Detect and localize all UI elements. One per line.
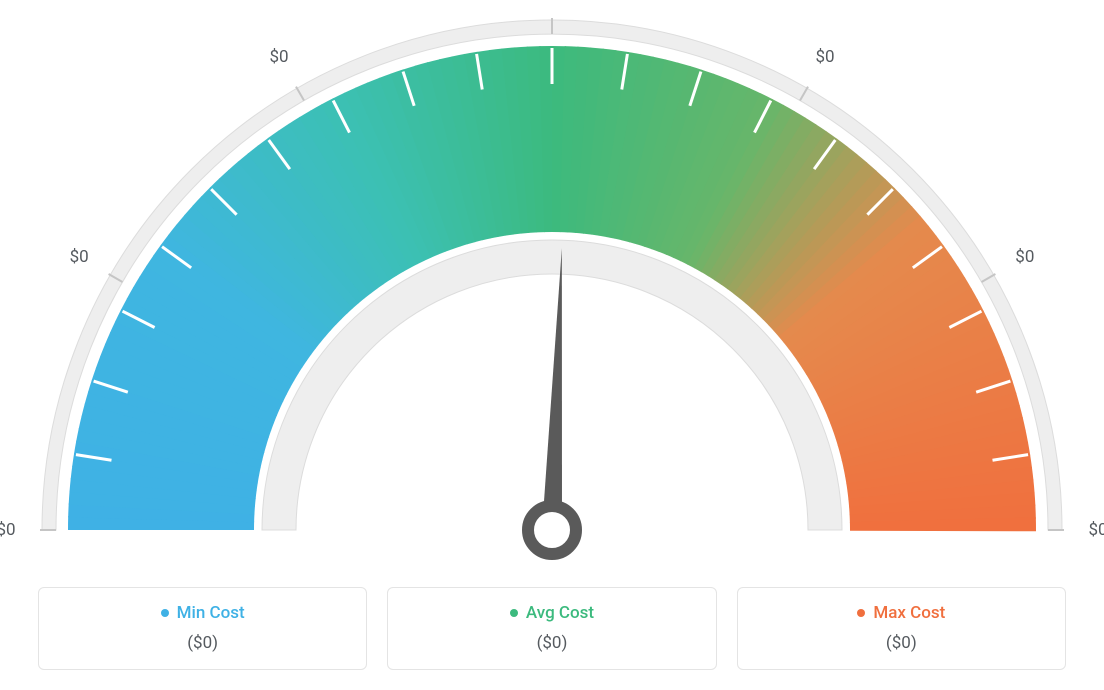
legend-label-min: Min Cost (177, 603, 245, 623)
legend-label-avg: Avg Cost (526, 603, 594, 623)
gauge-tick-label: $0 (70, 247, 89, 267)
gauge-svg (0, 0, 1104, 560)
legend-card-max: Max Cost ($0) (737, 587, 1066, 670)
legend-card-min: Min Cost ($0) (38, 587, 367, 670)
gauge-tick-label: $0 (1015, 247, 1034, 267)
gauge-cost-widget: $0$0$0$0$0$0$0 Min Cost ($0) Avg Cost ($… (0, 0, 1104, 690)
legend-value-min: ($0) (49, 633, 356, 653)
gauge-tick-label: $0 (0, 520, 16, 540)
gauge-chart: $0$0$0$0$0$0$0 (0, 0, 1104, 560)
legend-label-max: Max Cost (873, 603, 945, 623)
legend-title-min: Min Cost (161, 603, 245, 623)
legend-dot-avg (510, 609, 518, 617)
gauge-tick-label: $0 (815, 47, 834, 67)
legend-title-max: Max Cost (857, 603, 945, 623)
legend-dot-min (161, 609, 169, 617)
legend-value-max: ($0) (748, 633, 1055, 653)
legend-row: Min Cost ($0) Avg Cost ($0) Max Cost ($0… (38, 587, 1066, 670)
gauge-tick-label: $0 (1088, 520, 1104, 540)
gauge-tick-label: $0 (269, 47, 288, 67)
legend-card-avg: Avg Cost ($0) (387, 587, 716, 670)
legend-value-avg: ($0) (398, 633, 705, 653)
legend-title-avg: Avg Cost (510, 603, 594, 623)
legend-dot-max (857, 609, 865, 617)
